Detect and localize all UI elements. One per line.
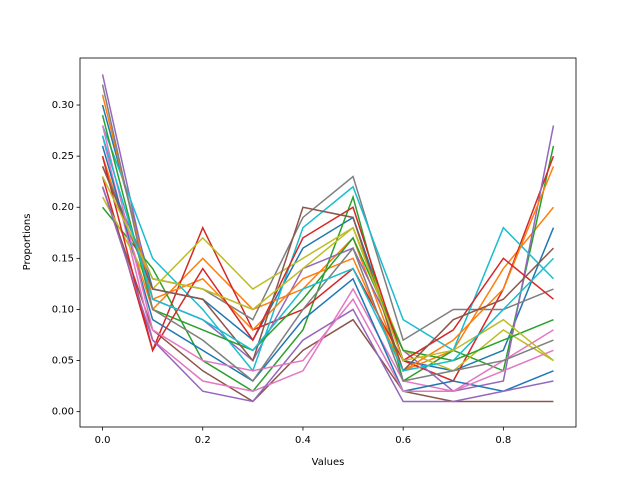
axes-frame — [79, 57, 577, 428]
data-line — [101, 166, 554, 342]
plot-area — [101, 74, 555, 403]
data-line — [101, 125, 554, 392]
y-tick-label: 0.30 — [52, 100, 74, 111]
data-line — [101, 186, 554, 403]
y-tick-label: 0.15 — [52, 253, 74, 264]
x-tick-label: 0.2 — [195, 435, 211, 446]
y-tick-label: 0.20 — [52, 202, 74, 213]
x-tick-label: 0.0 — [95, 435, 111, 446]
data-line — [101, 166, 554, 373]
y-tick-label: 0.25 — [52, 151, 74, 162]
x-tick-label: 0.4 — [295, 435, 311, 446]
data-line — [101, 115, 554, 362]
data-line — [101, 145, 555, 393]
data-line — [101, 135, 554, 372]
y-axis-label: Proportions — [22, 214, 33, 271]
x-axis-label: Values — [312, 457, 345, 468]
x-tick-label: 0.8 — [495, 435, 511, 446]
y-tick-label: 0.10 — [52, 304, 74, 315]
y-tick-label: 0.00 — [52, 407, 74, 418]
x-tick-label: 0.6 — [395, 435, 411, 446]
data-line — [101, 186, 554, 403]
y-tick-label: 0.05 — [52, 356, 74, 367]
data-line — [101, 145, 554, 393]
